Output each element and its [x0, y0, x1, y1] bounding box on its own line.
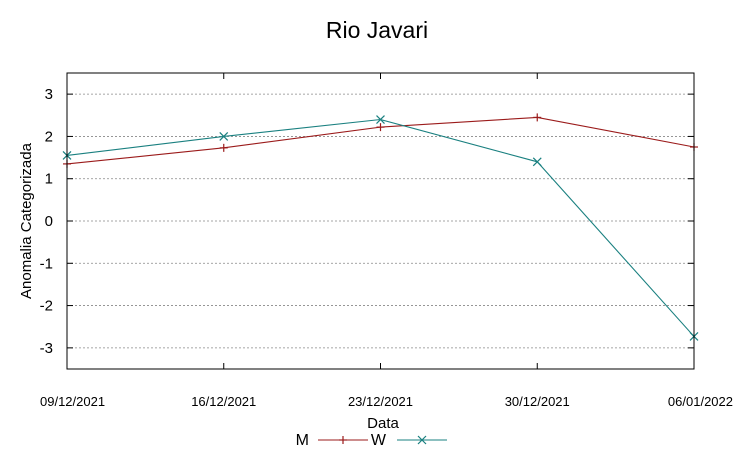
y-ticks: 3 2 1 0 -1 -2 -3	[40, 86, 694, 357]
y-axis-label: Anomalia Categorizada	[18, 142, 35, 299]
data-point-M	[219, 143, 228, 152]
series-layer	[62, 113, 699, 341]
x-axis-label: Data	[367, 415, 399, 432]
x-ticks: 09/12/2021 16/12/2021 23/12/2021 30/12/2021…	[40, 73, 733, 409]
grid-layer	[67, 93, 694, 349]
x-tick-label: 09/12/2021	[40, 394, 105, 409]
data-point-M	[533, 113, 542, 122]
x-tick-label: 06/01/2022	[668, 394, 733, 409]
x-tick-label: 30/12/2021	[505, 394, 570, 409]
legend-marker-W	[417, 435, 427, 445]
y-tick-label: -3	[40, 340, 53, 357]
data-point-W	[532, 157, 542, 167]
y-tick-label: 3	[45, 86, 53, 103]
plot-frame	[66, 72, 695, 370]
x-tick-label: 23/12/2021	[348, 394, 413, 409]
legend-marker-M	[339, 436, 347, 444]
data-point-W	[376, 115, 385, 124]
y-tick-label: -2	[40, 298, 53, 315]
legend-label-M: M	[296, 432, 309, 449]
chart-title: Rio Javari	[326, 17, 428, 43]
x-tick-label: 16/12/2021	[191, 394, 256, 409]
y-tick-label: 2	[45, 128, 53, 145]
legend-label-W: W	[371, 432, 387, 449]
y-tick-label: 0	[45, 213, 53, 230]
y-tick-label: 1	[45, 171, 53, 188]
data-point-W	[219, 132, 229, 141]
series-line-W	[66, 118, 695, 337]
data-point-M	[376, 123, 385, 132]
y-tick-label: -1	[40, 255, 53, 272]
